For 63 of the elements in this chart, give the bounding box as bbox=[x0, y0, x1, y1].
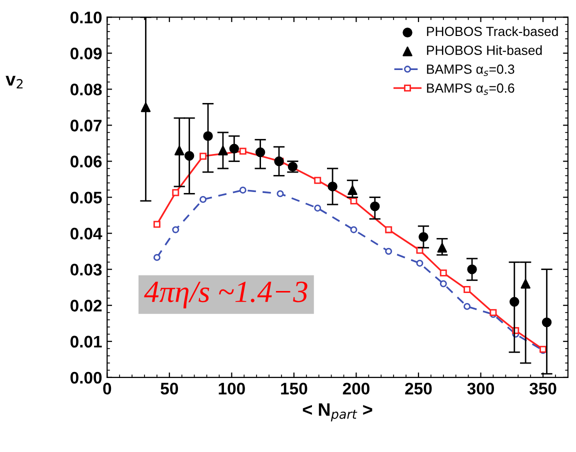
point bbox=[467, 264, 477, 274]
point bbox=[200, 152, 207, 160]
y-tick-label: 0.00 bbox=[70, 372, 102, 384]
point bbox=[314, 176, 322, 184]
legend-label: BAMPS α$_{s}$=0.3 bbox=[427, 64, 514, 76]
y-tick-label: 0.05 bbox=[70, 192, 102, 204]
point bbox=[218, 146, 228, 156]
legend-label: PHOBOS Hit-based bbox=[427, 45, 542, 55]
point bbox=[274, 156, 284, 166]
point bbox=[239, 148, 246, 155]
x-tick-label: 100 bbox=[218, 382, 245, 395]
point bbox=[140, 102, 151, 112]
point bbox=[153, 254, 160, 261]
point bbox=[464, 302, 471, 310]
legend-label: BAMPS α$_{s}$=0.6 bbox=[427, 83, 514, 95]
x-axis-title: < N$_{part}$ > bbox=[302, 403, 372, 422]
y-axis-title: v$_{2}$ bbox=[6, 76, 23, 88]
point bbox=[239, 186, 246, 194]
annotation: 4πη/s ~1.4−3 bbox=[144, 282, 308, 308]
x-tick-label: 150 bbox=[281, 382, 308, 395]
point bbox=[314, 204, 322, 212]
y-tick-label: 0.09 bbox=[70, 48, 102, 60]
point bbox=[174, 146, 184, 156]
point bbox=[385, 226, 392, 234]
x-tick-label: 350 bbox=[530, 382, 556, 395]
y-tick-label: 0.02 bbox=[70, 300, 102, 312]
point bbox=[172, 226, 180, 234]
point bbox=[385, 248, 392, 255]
y-tick-label: 0.10 bbox=[70, 12, 102, 24]
point bbox=[172, 189, 180, 196]
y-tick-label: 0.06 bbox=[70, 156, 102, 168]
x-tick-label: 250 bbox=[405, 382, 432, 395]
point bbox=[203, 131, 213, 141]
point bbox=[440, 269, 447, 276]
point bbox=[153, 220, 160, 228]
y-tick-label: 0.03 bbox=[70, 264, 102, 276]
x-tick-label: 50 bbox=[160, 382, 178, 395]
x-tick-label: 0 bbox=[103, 382, 112, 395]
point bbox=[328, 182, 338, 192]
point bbox=[184, 151, 194, 161]
y-tick-label: 0.08 bbox=[70, 84, 102, 96]
point bbox=[255, 147, 266, 158]
point bbox=[276, 190, 284, 198]
point bbox=[350, 226, 358, 234]
y-tick-label: 0.01 bbox=[70, 336, 102, 348]
point bbox=[440, 280, 447, 288]
point bbox=[542, 317, 552, 328]
y-tick-label: 0.04 bbox=[70, 228, 102, 240]
x-tick-label: 200 bbox=[342, 382, 370, 395]
point bbox=[350, 197, 358, 204]
point bbox=[416, 260, 424, 267]
point bbox=[418, 232, 428, 242]
point bbox=[229, 144, 240, 154]
point bbox=[464, 286, 471, 293]
point bbox=[348, 185, 358, 195]
point bbox=[200, 196, 207, 203]
point bbox=[510, 296, 520, 307]
point bbox=[370, 201, 380, 212]
point bbox=[520, 278, 530, 289]
legend-label: PHOBOS Track-based bbox=[427, 26, 558, 36]
y-tick-label: 0.07 bbox=[70, 120, 102, 132]
x-tick-label: 300 bbox=[467, 382, 494, 395]
point bbox=[437, 242, 448, 253]
